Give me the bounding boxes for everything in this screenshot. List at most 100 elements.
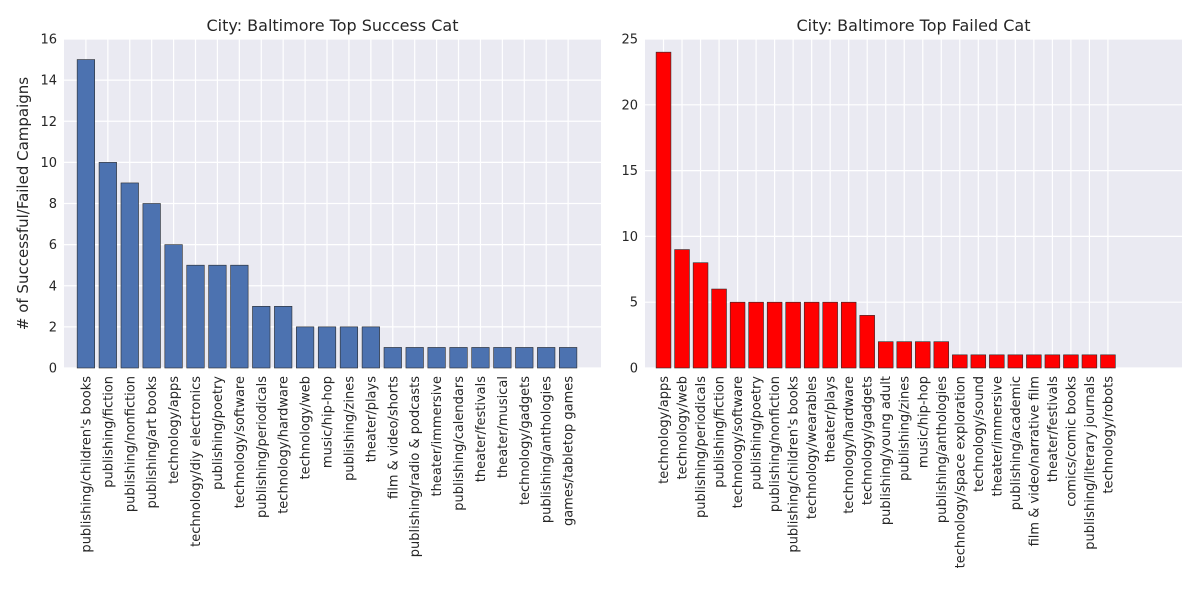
y-tick-label: 6 [49,238,57,253]
bar [76,59,95,369]
x-tick-label: technology/software [233,376,248,508]
x-tick-label: comics/comic books [1064,376,1079,507]
bar [692,262,709,369]
x-tick-label: film & video/narrative film [1027,376,1042,546]
bar [361,326,380,369]
x-tick-label: publishing/fiction [101,376,116,488]
bar [748,301,764,369]
bar [1063,354,1079,369]
x-tick-label: publishing/anthologies [935,376,950,523]
bar [230,264,249,369]
x-tick-label: theater/festivals [1046,376,1061,482]
bar [1007,354,1024,369]
x-tick-label: publishing/poetry [750,376,765,490]
x-tick-label: technology/hardware [842,376,857,514]
y-tick-label: 25 [621,33,638,48]
bar [766,301,783,369]
x-tick-label: games/tabletop games [562,376,577,526]
bar [427,347,446,369]
y-tick-label: 5 [630,296,638,311]
y-tick-label: 10 [621,230,638,245]
bar [1081,354,1098,369]
bar [933,341,949,369]
bar [1026,354,1042,369]
x-tick-label: technology/web [299,376,314,479]
y-tick-label: 4 [49,279,57,294]
bar [878,341,894,369]
bar [785,301,801,369]
bar [729,301,746,369]
x-tick-label: theater/plays [364,376,379,463]
x-tick-label: publishing/radio & podcasts [408,376,423,557]
bar [859,315,875,369]
y-tick-label: 8 [49,197,57,212]
x-tick-label: theater/musical [496,376,511,478]
y-tick-label: 0 [630,362,638,377]
x-tick-label: film & video/shorts [386,376,401,499]
y-tick-label: 12 [40,115,57,130]
chart-title: City: Baltimore Top Failed Cat [797,16,1031,35]
x-tick-label: technology/software [731,376,746,508]
bar [915,341,931,369]
bar [296,326,315,369]
x-tick-label: technology/diy electronics [189,376,204,547]
x-tick-label: technology/wearables [805,376,820,519]
x-tick-label: music/hip-hop [916,376,931,468]
x-tick-label: music/hip-hop [321,376,336,468]
bar [711,288,727,369]
bar [142,203,161,369]
bar [989,354,1005,369]
x-tick-label: technology/space exploration [953,376,968,568]
bar [970,354,987,369]
bar [383,347,402,369]
x-tick-label: publishing/poetry [211,376,226,490]
x-tick-label: publishing/academic [1009,376,1024,510]
x-tick-label: publishing/nonfiction [768,376,783,512]
y-axis-label: # of Successful/Failed Campaigns [14,77,32,330]
bar [1044,354,1061,369]
bar [655,51,672,369]
x-tick-label: technology/gadgets [861,376,876,505]
x-tick-label: publishing/literary journals [1083,376,1098,550]
bar [559,347,578,369]
x-tick-label: publishing/periodicals [694,376,709,518]
bar [274,306,293,369]
x-tick-label: theater/immersive [430,376,445,496]
bar [471,347,490,369]
bar [317,326,337,369]
x-tick-label: publishing/calendars [452,376,467,511]
bar [1100,354,1116,369]
bar [515,347,534,369]
y-tick-label: 2 [49,320,57,335]
bar [252,306,271,369]
y-tick-label: 15 [621,164,638,179]
x-tick-label: theater/immersive [990,376,1005,496]
bar [164,244,183,369]
x-tick-label: technology/gadgets [518,376,533,505]
x-tick-label: publishing/children's books [79,376,94,553]
bar [674,249,690,369]
x-tick-label: publishing/children's books [787,376,802,553]
x-tick-label: publishing/fiction [713,376,728,488]
x-tick-label: publishing/zines [342,376,357,481]
y-tick-label: 20 [621,98,638,113]
x-tick-label: publishing/nonfiction [123,376,138,512]
x-tick-label: publishing/young adult [879,376,894,525]
bar [208,264,227,369]
bar [537,347,556,369]
bar [449,347,468,369]
x-tick-label: theater/festivals [474,376,489,482]
y-tick-label: 14 [40,74,57,89]
x-tick-label: publishing/art books [145,376,160,509]
bar [493,347,512,369]
bar [405,347,424,369]
bar [840,301,857,369]
bar [896,341,912,369]
bar [803,301,820,369]
x-tick-label: technology/apps [167,376,182,484]
x-tick-label: publishing/periodicals [255,376,270,518]
x-tick-label: publishing/zines [898,376,913,481]
bar [952,354,968,369]
